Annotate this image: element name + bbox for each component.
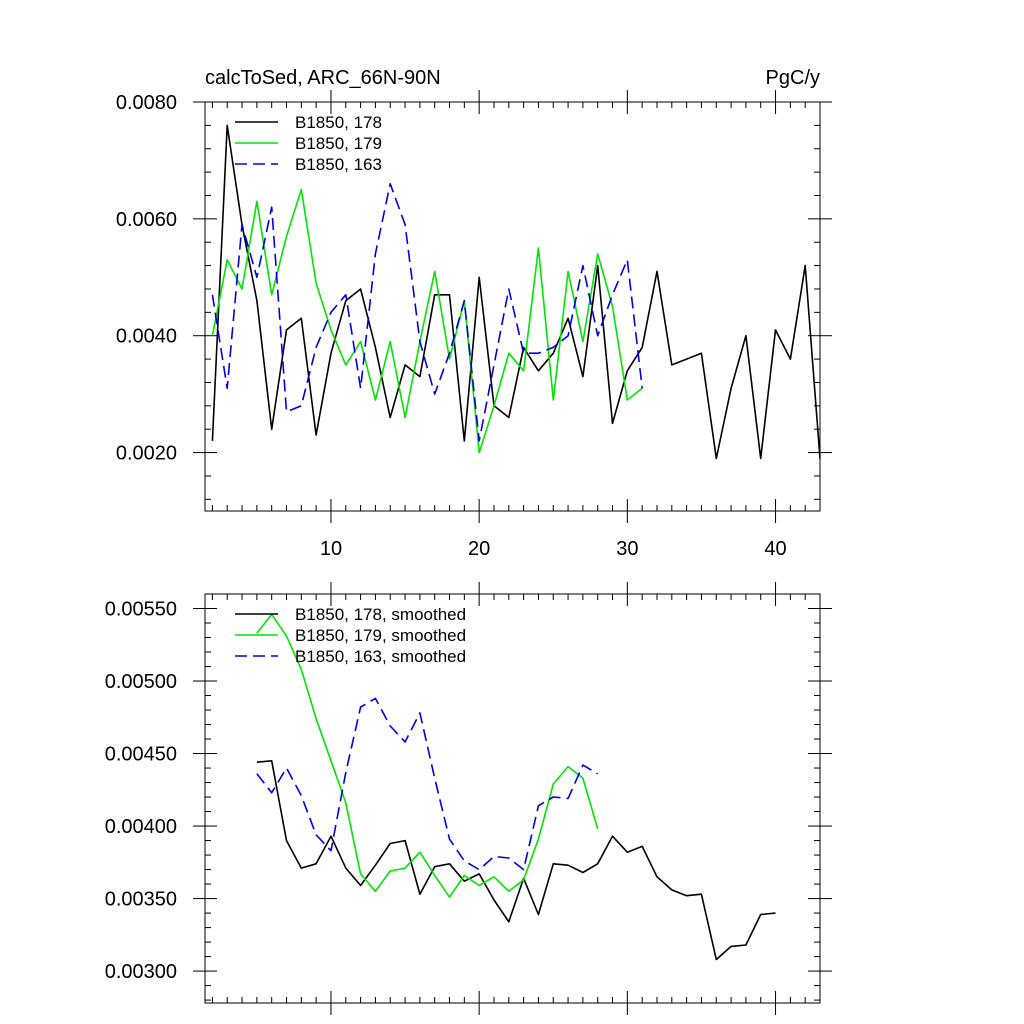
top-legend-label-1: B1850, 178: [295, 113, 382, 132]
bottom-legend-label-3: B1850, 163, smoothed: [295, 647, 466, 666]
top-y-tick-label: 0.0040: [116, 326, 177, 348]
top-x-tick-label: 10: [320, 538, 342, 560]
top-legend-label-3: B1850, 163: [295, 155, 382, 174]
bottom-panel: 0.00300 0.00350 0.00400 0.00450 0.00500 0.005…: [105, 582, 832, 1015]
chart-canvas: calcToSed, ARC_66N-90N PgC/y 10 20 30 40 0.0…: [0, 0, 1024, 1024]
bottom-legend-label-1: B1850, 178, smoothed: [295, 605, 466, 624]
top-legend-label-2: B1850, 179: [295, 134, 382, 153]
top-y-tick-label: 0.0080: [116, 92, 177, 114]
top-x-tick-label: 20: [468, 538, 490, 560]
top-panel: calcToSed, ARC_66N-90N PgC/y 10 20 30 40 0.0…: [116, 67, 832, 560]
bottom-legend-label-2: B1850, 179, smoothed: [295, 626, 466, 645]
top-series-line-3: [212, 184, 642, 441]
top-series-line-2: [212, 190, 642, 453]
bottom-y-tick-label: 0.00450: [105, 744, 177, 766]
bottom-y-tick-label: 0.00300: [105, 961, 177, 983]
top-y-tick-label: 0.0060: [116, 209, 177, 231]
top-x-tick-label: 30: [616, 538, 638, 560]
bottom-series-line-3: [257, 698, 598, 869]
bottom-series-line-1: [257, 761, 776, 960]
bottom-y-tick-label: 0.00550: [105, 599, 177, 621]
top-y-tick-label: 0.0020: [116, 443, 177, 465]
top-chart-title: calcToSed, ARC_66N-90N: [205, 67, 441, 89]
bottom-y-tick-label: 0.00350: [105, 889, 177, 911]
top-series-line-1: [212, 125, 820, 458]
top-chart-units: PgC/y: [766, 67, 820, 89]
top-x-tick-label: 40: [764, 538, 786, 560]
bottom-y-tick-label: 0.00400: [105, 816, 177, 838]
bottom-y-tick-label: 0.00500: [105, 671, 177, 693]
